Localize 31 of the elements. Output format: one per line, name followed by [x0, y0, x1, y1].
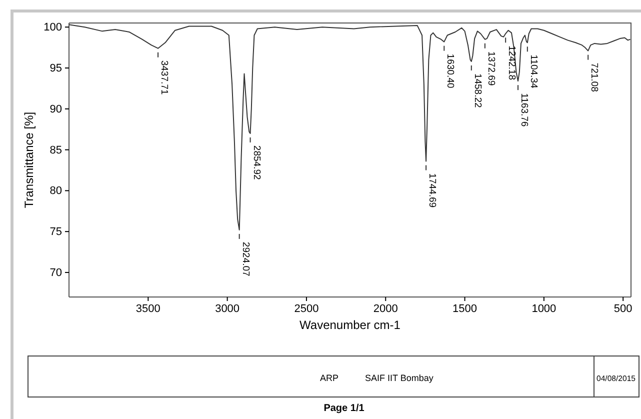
line-series: [68, 24, 631, 230]
text: Page 1/1: [324, 403, 365, 414]
text: ARP: [320, 373, 339, 383]
annotation: 1372.69: [485, 51, 496, 86]
y-axis-title: Transmittance [%]: [22, 112, 36, 208]
y-tick-label: 95: [50, 62, 62, 75]
y-tick-label: 100: [44, 22, 62, 34]
x-tick-label: 3500: [136, 302, 160, 315]
annotation: 1242.18: [506, 46, 518, 80]
x-tick-label: 2000: [373, 302, 398, 315]
y-tick-label: 80: [50, 185, 62, 198]
x-tick-label: 3000: [215, 302, 240, 315]
y-tick-label: 70: [50, 266, 62, 279]
x-tick-label: 500: [614, 302, 632, 315]
annotation: 2854.92: [250, 145, 262, 180]
text: SAIF IIT Bombay: [365, 373, 434, 383]
annotation: 3437.71: [158, 60, 170, 95]
x-tick-label: 1000: [532, 302, 556, 315]
annotation: 2924.07: [240, 242, 251, 276]
annotation: 1630.40: [444, 54, 456, 88]
x-tick-label: 2500: [294, 302, 319, 315]
annotation: 1744.69: [426, 173, 438, 208]
y-tick-label: 90: [50, 103, 62, 116]
x-tick-label: 1500: [452, 302, 478, 315]
annotation: 721.08: [588, 62, 600, 92]
y-tick-label: 75: [50, 226, 62, 238]
annotation: 1104.34: [528, 54, 539, 88]
x-axis-title: Wavenumber cm-1: [300, 318, 401, 332]
annotation: 1458.22: [472, 73, 483, 108]
annotation: 1163.76: [518, 93, 530, 127]
y-tick-label: 85: [50, 144, 62, 156]
